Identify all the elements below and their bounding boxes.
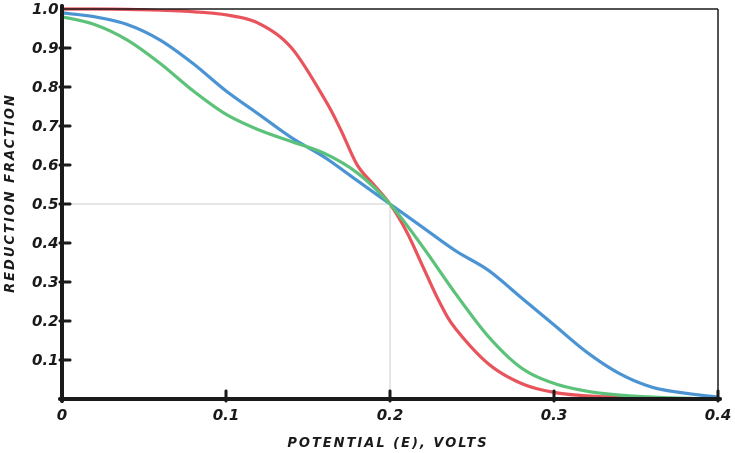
series-line-3 [60, 15, 720, 401]
series-layer [60, 7, 720, 401]
x-axis-title: POTENTIAL (E), VOLTS [287, 436, 488, 451]
y-tick-label: 0.6 [32, 156, 59, 174]
reference-lines [62, 203, 391, 399]
y-axis-ticks: 0.1 0.2 0.3 0.4 0.5 0.6 0.7 0.8 0.9 1.0 [32, 0, 72, 369]
x-tick-label: 0.1 [213, 406, 240, 424]
y-tick-label: 0.3 [32, 273, 59, 291]
y-tick-label: 0.2 [32, 312, 59, 330]
y-tick-label: 0.9 [32, 39, 59, 57]
y-tick-label: 0.5 [32, 195, 59, 213]
y-axis-title: REDUCTION FRACTION [3, 93, 18, 293]
y-tick-label: 0.7 [32, 117, 59, 135]
y-tick-label: 0.1 [32, 351, 59, 369]
x-tick-label: 0 [57, 406, 67, 424]
x-tick-label: 0.2 [377, 406, 404, 424]
y-tick-label: 0.8 [32, 78, 59, 96]
y-tick-label: 1.0 [32, 0, 59, 18]
y-tick-label: 0.4 [32, 234, 59, 252]
x-tick-label: 0.4 [705, 406, 732, 424]
x-tick-label: 0.3 [541, 406, 568, 424]
x-axis-ticks: 0 0.1 0.2 0.3 0.4 [57, 389, 732, 424]
